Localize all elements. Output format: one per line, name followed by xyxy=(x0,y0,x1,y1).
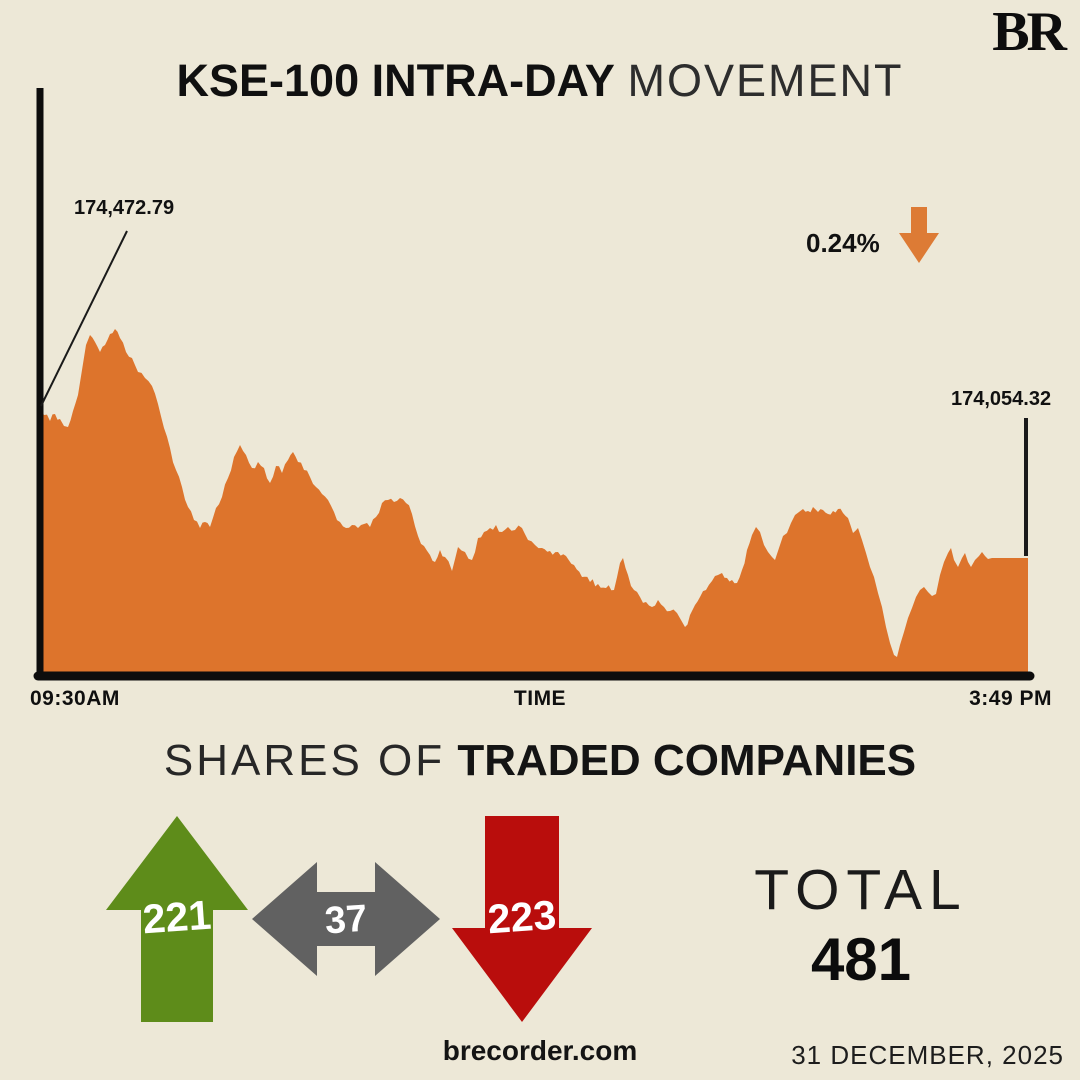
shares-heading: SHARES OF TRADED COMPANIES xyxy=(0,736,1080,786)
area-series xyxy=(40,329,1028,675)
x-axis-end-label: 3:49 PM xyxy=(969,687,1052,710)
total-label: TOTAL xyxy=(754,858,968,922)
intraday-area-chart xyxy=(33,88,1035,681)
site-name: brecorder.com xyxy=(442,1035,638,1066)
unchanged-double-arrow-icon xyxy=(252,862,440,976)
br-brand-logo: BR xyxy=(992,1,1067,63)
open-value-label: 174,472.79 xyxy=(74,197,175,219)
change-down-arrow-shape xyxy=(899,207,939,263)
shares-heading-bold: TRADED COMPANIES xyxy=(457,736,917,785)
x-axis-title: TIME xyxy=(513,687,567,710)
unchanged-double-arrow-shape xyxy=(252,862,440,976)
x-axis-start-label: 09:30AM xyxy=(30,687,120,710)
page-title: KSE-100 INTRA-DAY MOVEMENT xyxy=(0,56,1080,106)
close-value-label: 174,054.32 xyxy=(951,388,1052,410)
shares-heading-light: SHARES OF xyxy=(163,736,446,785)
advancers-up-arrow-icon xyxy=(106,816,248,1022)
advancers-up-arrow-shape xyxy=(106,816,248,1022)
date-label: 31 DECEMBER, 2025 xyxy=(791,1040,1064,1070)
total-value: 481 xyxy=(810,926,912,993)
change-percent-label: 0.24% xyxy=(806,228,880,258)
decliners-down-arrow-shape xyxy=(452,816,592,1022)
decliners-down-arrow-icon xyxy=(452,816,592,1022)
page-title-light: MOVEMENT xyxy=(627,55,904,106)
open-callout-line xyxy=(40,230,128,407)
page-title-bold: KSE-100 INTRA-DAY xyxy=(176,55,615,106)
change-down-arrow-icon xyxy=(899,207,939,263)
